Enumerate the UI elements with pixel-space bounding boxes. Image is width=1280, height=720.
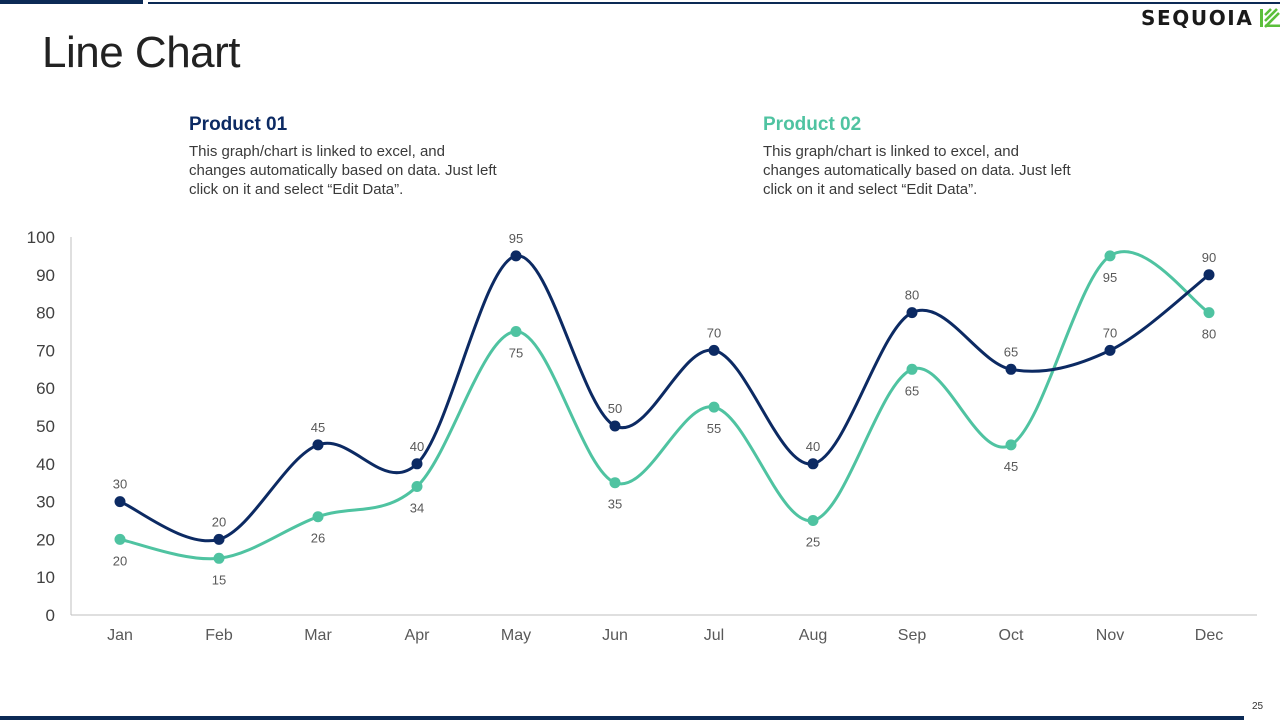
top-rule (148, 2, 1280, 4)
sequoia-logo: SEQUOIA (1141, 6, 1280, 30)
x-tick-label: Aug (799, 627, 827, 644)
data-point-product-01 (510, 250, 522, 262)
data-label-product-01: 45 (311, 420, 325, 435)
y-tick-label: 60 (36, 379, 55, 398)
legend-product-02-name: Product 02 (763, 114, 862, 135)
data-point-product-02 (609, 477, 621, 489)
data-label-product-02: 26 (311, 531, 325, 546)
data-label-product-02: 15 (212, 572, 226, 587)
y-tick-label: 80 (36, 304, 55, 323)
data-point-product-01 (1005, 363, 1017, 375)
data-point-product-02 (807, 515, 819, 526)
data-point-product-01 (1203, 269, 1215, 281)
data-label-product-02: 65 (905, 383, 919, 398)
data-label-product-01: 70 (1103, 325, 1117, 340)
slide-title: Line Chart (42, 28, 241, 77)
data-point-product-01 (312, 439, 324, 451)
y-tick-label: 40 (36, 455, 55, 474)
series-line-product-02 (118, 250, 1211, 561)
leaf-logo-icon (1260, 8, 1280, 28)
legend-product-02: Product 02 This graph/chart is linked to… (763, 114, 1093, 199)
x-tick-label: Dec (1195, 627, 1223, 644)
y-tick-label: 10 (36, 568, 55, 587)
data-label-product-01: 20 (212, 514, 226, 529)
bottom-rule (0, 716, 1280, 720)
legend-product-01-description: This graph/chart is linked to excel, and… (189, 143, 497, 198)
data-point-product-01 (1104, 344, 1116, 356)
data-label-product-01: 40 (410, 439, 424, 454)
data-point-product-02 (213, 552, 225, 564)
data-label-product-01: 40 (806, 439, 820, 454)
x-tick-label: May (501, 627, 531, 644)
data-label-product-02: 55 (707, 421, 721, 436)
x-tick-label: Feb (205, 627, 233, 644)
data-label-product-02: 95 (1103, 270, 1117, 285)
page-number-box (1244, 697, 1280, 720)
x-tick-label: Apr (405, 627, 431, 644)
data-point-product-02 (1005, 439, 1017, 451)
data-label-product-01: 80 (905, 288, 919, 303)
x-tick-label: Sep (898, 627, 927, 644)
data-point-product-01 (213, 533, 225, 545)
data-label-product-01: 90 (1202, 250, 1216, 265)
data-point-product-02 (510, 326, 522, 337)
page-number: 25 (1252, 701, 1264, 712)
logo-text: SEQUOIA (1141, 6, 1254, 30)
data-point-product-02 (708, 401, 720, 413)
data-label-product-02: 34 (410, 500, 424, 515)
data-point-product-01 (114, 496, 126, 508)
legend-product-01-name: Product 01 (189, 114, 288, 135)
line-chart: 0 10 20 30 40 50 60 70 80 90 100 Jan Feb Mar Apr May Jun… (27, 228, 1257, 644)
series-line-product-01 (118, 254, 1211, 543)
data-label-product-02: 45 (1004, 459, 1018, 474)
data-point-product-02 (411, 480, 423, 492)
x-tick-label: Oct (999, 627, 1024, 644)
x-tick-label: Jul (704, 627, 724, 644)
y-tick-label: 20 (36, 530, 55, 549)
legend-product-01: Product 01 This graph/chart is linked to… (189, 114, 519, 199)
data-label-product-02: 75 (509, 346, 523, 361)
data-point-product-01 (411, 458, 423, 470)
data-label-product-01: 65 (1004, 344, 1018, 359)
data-point-product-01 (708, 344, 720, 356)
x-tick-label: Mar (304, 627, 332, 644)
data-label-product-02: 25 (806, 535, 820, 550)
x-tick-label: Jan (107, 627, 133, 644)
data-point-product-01 (906, 307, 918, 319)
data-point-product-02 (906, 363, 918, 375)
y-tick-label: 30 (36, 493, 55, 512)
data-label-product-02: 35 (608, 497, 622, 512)
data-label-product-01: 50 (608, 401, 622, 416)
x-tick-label: Jun (602, 627, 628, 644)
data-point-product-01 (609, 420, 621, 432)
data-label-product-01: 30 (113, 477, 127, 492)
data-label-product-02: 20 (113, 553, 127, 568)
x-tick-label: Nov (1096, 627, 1124, 644)
y-tick-label: 100 (27, 228, 55, 247)
top-accent-bar (0, 0, 143, 4)
data-point-product-02 (1104, 250, 1116, 262)
data-point-product-02 (114, 533, 126, 545)
data-point-product-02 (312, 511, 324, 523)
data-label-product-02: 80 (1202, 327, 1216, 342)
y-tick-label: 0 (46, 606, 55, 625)
data-point-product-01 (807, 458, 819, 470)
y-tick-label: 90 (36, 266, 55, 285)
y-tick-label: 70 (36, 341, 55, 360)
y-tick-label: 50 (36, 417, 55, 436)
data-point-product-02 (1203, 307, 1215, 319)
data-label-product-01: 70 (707, 325, 721, 340)
data-label-product-01: 95 (509, 231, 523, 246)
legend-product-02-description: This graph/chart is linked to excel, and… (763, 143, 1071, 198)
